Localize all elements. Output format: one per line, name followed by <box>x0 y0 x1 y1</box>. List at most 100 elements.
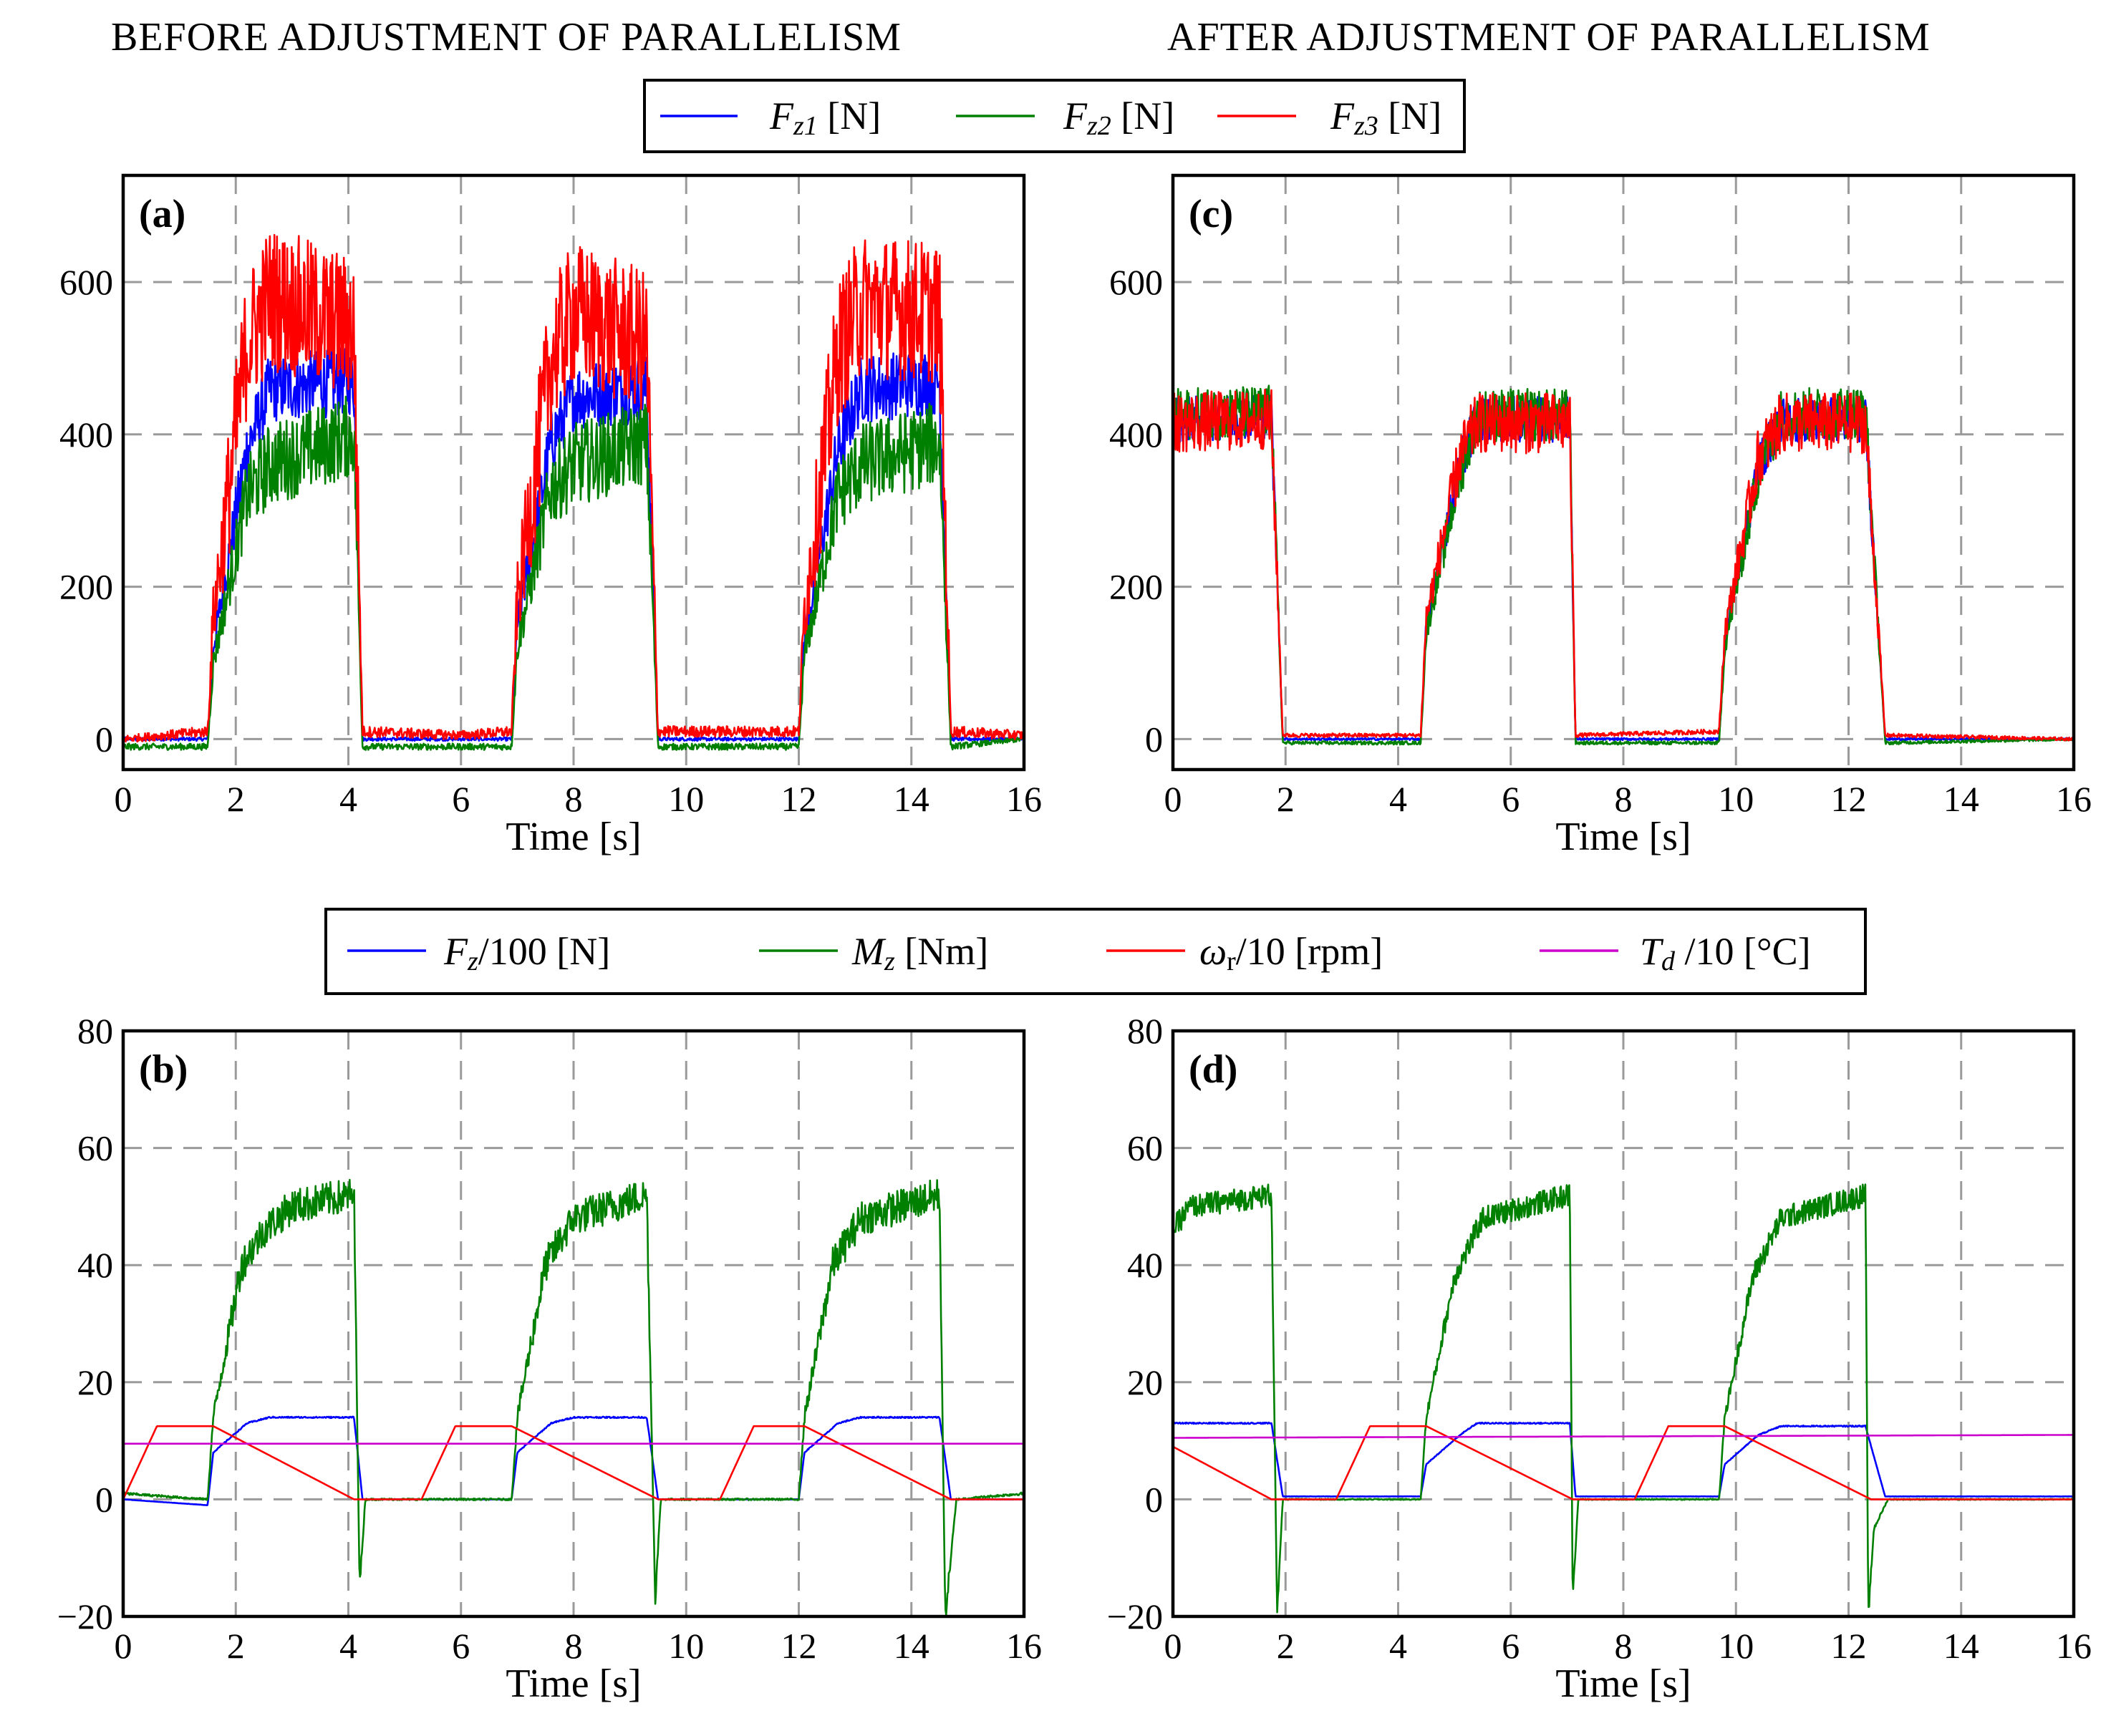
x-tick-label: 4 <box>1389 779 1407 819</box>
x-tick-label: 12 <box>781 1626 817 1666</box>
panel-label-b: (b) <box>139 1047 188 1092</box>
legend-forces-box <box>643 79 1466 153</box>
x-tick-label: 2 <box>1277 779 1295 819</box>
y-tick-label: 400 <box>1109 414 1163 455</box>
x-tick-label: 16 <box>1006 1626 1042 1666</box>
legend-entry-fz1: Fz1 [N] <box>660 94 881 141</box>
x-tick-label: 16 <box>2056 1626 2092 1666</box>
legend-entry-td: Td /10 [°C] <box>1540 930 1811 976</box>
y-tick-label: 80 <box>77 1011 113 1051</box>
legend-entry-fz2: Fz2 [N] <box>956 94 1174 141</box>
x-tick-label: 0 <box>1164 1626 1182 1666</box>
legend-entry-omega: ωr/10 [rpm] <box>1106 930 1383 976</box>
heading-after: AFTER ADJUSTMENT OF PARALLELISM <box>1167 15 1931 59</box>
x-tick-label: 10 <box>1718 779 1754 819</box>
legend-label-td: Td /10 [°C] <box>1640 930 1811 976</box>
x-tick-label: 0 <box>115 779 132 819</box>
x-tick-label: 6 <box>1502 779 1520 819</box>
series-group <box>123 1178 1024 1616</box>
y-tick-label: 40 <box>77 1245 113 1285</box>
series-line-r-10-rpm <box>123 1425 1024 1500</box>
x-tick-label: 0 <box>1164 779 1182 819</box>
y-tick-label: −20 <box>57 1596 113 1636</box>
x-tick-label: 10 <box>668 1626 704 1666</box>
panel-a: 0 2 4 6 8 10 12 14 16 0 200 400 600 Time [s] (a) <box>59 173 1042 859</box>
x-tick-label: 14 <box>894 1626 929 1666</box>
x-axis-label: Time [s] <box>506 815 641 859</box>
legend-label-fz3: Fz3 [N] <box>1330 94 1441 141</box>
y-tick-label: 20 <box>1127 1362 1163 1402</box>
y-tick-label: 200 <box>59 567 113 607</box>
y-tick-label: 20 <box>77 1362 113 1402</box>
legend-label-fz1: Fz1 [N] <box>769 94 881 141</box>
y-tick-label: 600 <box>59 262 113 302</box>
x-tick-label: 14 <box>894 779 929 819</box>
x-tick-label: 8 <box>1615 779 1633 819</box>
x-tick-label: 6 <box>1502 1626 1520 1666</box>
series-line-fz2-n <box>1173 384 2074 746</box>
x-tick-label: 10 <box>1718 1626 1754 1666</box>
y-tick-label: 0 <box>95 1479 113 1519</box>
x-tick-label: 2 <box>1277 1626 1295 1666</box>
series-group <box>1173 1183 2074 1614</box>
panel-label-a: (a) <box>139 192 185 236</box>
x-tick-label: 2 <box>227 779 245 819</box>
series-line-fz-100-n <box>1173 1421 2074 1498</box>
series-group <box>1173 384 2074 746</box>
x-tick-label: 4 <box>339 779 357 819</box>
legend-process: Fz/100 [N] Mz [Nm] ωr/10 [rpm] Td /10 [°… <box>324 908 1867 995</box>
x-tick-label: 6 <box>452 1626 470 1666</box>
plot-frame <box>121 173 1026 772</box>
panel-c: 0 2 4 6 8 10 12 14 16 0 200 400 600 Time [s] (c) <box>1109 173 2092 859</box>
plot-frame <box>121 1029 1026 1619</box>
x-tick-label: 14 <box>1943 1626 1979 1666</box>
x-tick-label: 2 <box>227 1626 245 1666</box>
series-line-mz-nm <box>123 1178 1024 1616</box>
series-line-fz2-n <box>123 395 1024 751</box>
legend-label-fz2: Fz2 [N] <box>1063 94 1174 141</box>
y-tick-label: 200 <box>1109 567 1163 607</box>
y-tick-label: 600 <box>1109 262 1163 302</box>
y-tick-label: −20 <box>1107 1596 1163 1636</box>
series-line-fz3-n <box>1173 389 2074 742</box>
x-tick-label: 16 <box>1006 779 1042 819</box>
x-tick-label: 8 <box>565 1626 583 1666</box>
y-tick-label: 60 <box>77 1128 113 1168</box>
legend-label-omega: ωr/10 [rpm] <box>1199 930 1383 976</box>
x-tick-label: 12 <box>1831 779 1867 819</box>
x-tick-label: 14 <box>1943 779 1979 819</box>
series-line-fz1-n <box>1173 394 2074 742</box>
plot-frame <box>1171 1029 2076 1619</box>
y-tick-label: 0 <box>1145 1479 1163 1519</box>
y-tick-label: 0 <box>95 719 113 759</box>
x-tick-label: 4 <box>339 1626 357 1666</box>
panel-label-c: (c) <box>1189 192 1233 236</box>
series-line-fz1-n <box>123 347 1024 742</box>
y-tick-label: 40 <box>1127 1245 1163 1285</box>
x-tick-label: 8 <box>565 779 583 819</box>
panel-label-d: (d) <box>1189 1047 1237 1092</box>
x-axis-label: Time [s] <box>1555 1662 1691 1706</box>
legend-label-fz: Fz/100 [N] <box>443 930 610 976</box>
x-tick-label: 12 <box>781 779 817 819</box>
legend-entry-fz3: Fz3 [N] <box>1217 94 1441 141</box>
x-tick-label: 10 <box>668 779 704 819</box>
heading-before: BEFORE ADJUSTMENT OF PARALLELISM <box>111 15 902 59</box>
y-tick-label: 80 <box>1127 1011 1163 1051</box>
series-line-fz3-n <box>123 233 1024 743</box>
legend-entry-fz: Fz/100 [N] <box>347 930 610 976</box>
x-axis-label: Time [s] <box>506 1662 641 1706</box>
x-tick-label: 8 <box>1615 1626 1633 1666</box>
series-group <box>123 233 1024 751</box>
x-tick-label: 0 <box>115 1626 132 1666</box>
y-tick-label: 400 <box>59 414 113 455</box>
legend-label-mz: Mz [Nm] <box>851 930 988 976</box>
series-line-td-10-c <box>1173 1434 2074 1439</box>
x-axis-label: Time [s] <box>1555 815 1691 859</box>
series-line-r-10-rpm <box>1173 1425 2074 1500</box>
legend-forces: Fz1 [N] Fz2 [N] Fz3 [N] <box>643 79 1466 153</box>
x-tick-label: 6 <box>452 779 470 819</box>
